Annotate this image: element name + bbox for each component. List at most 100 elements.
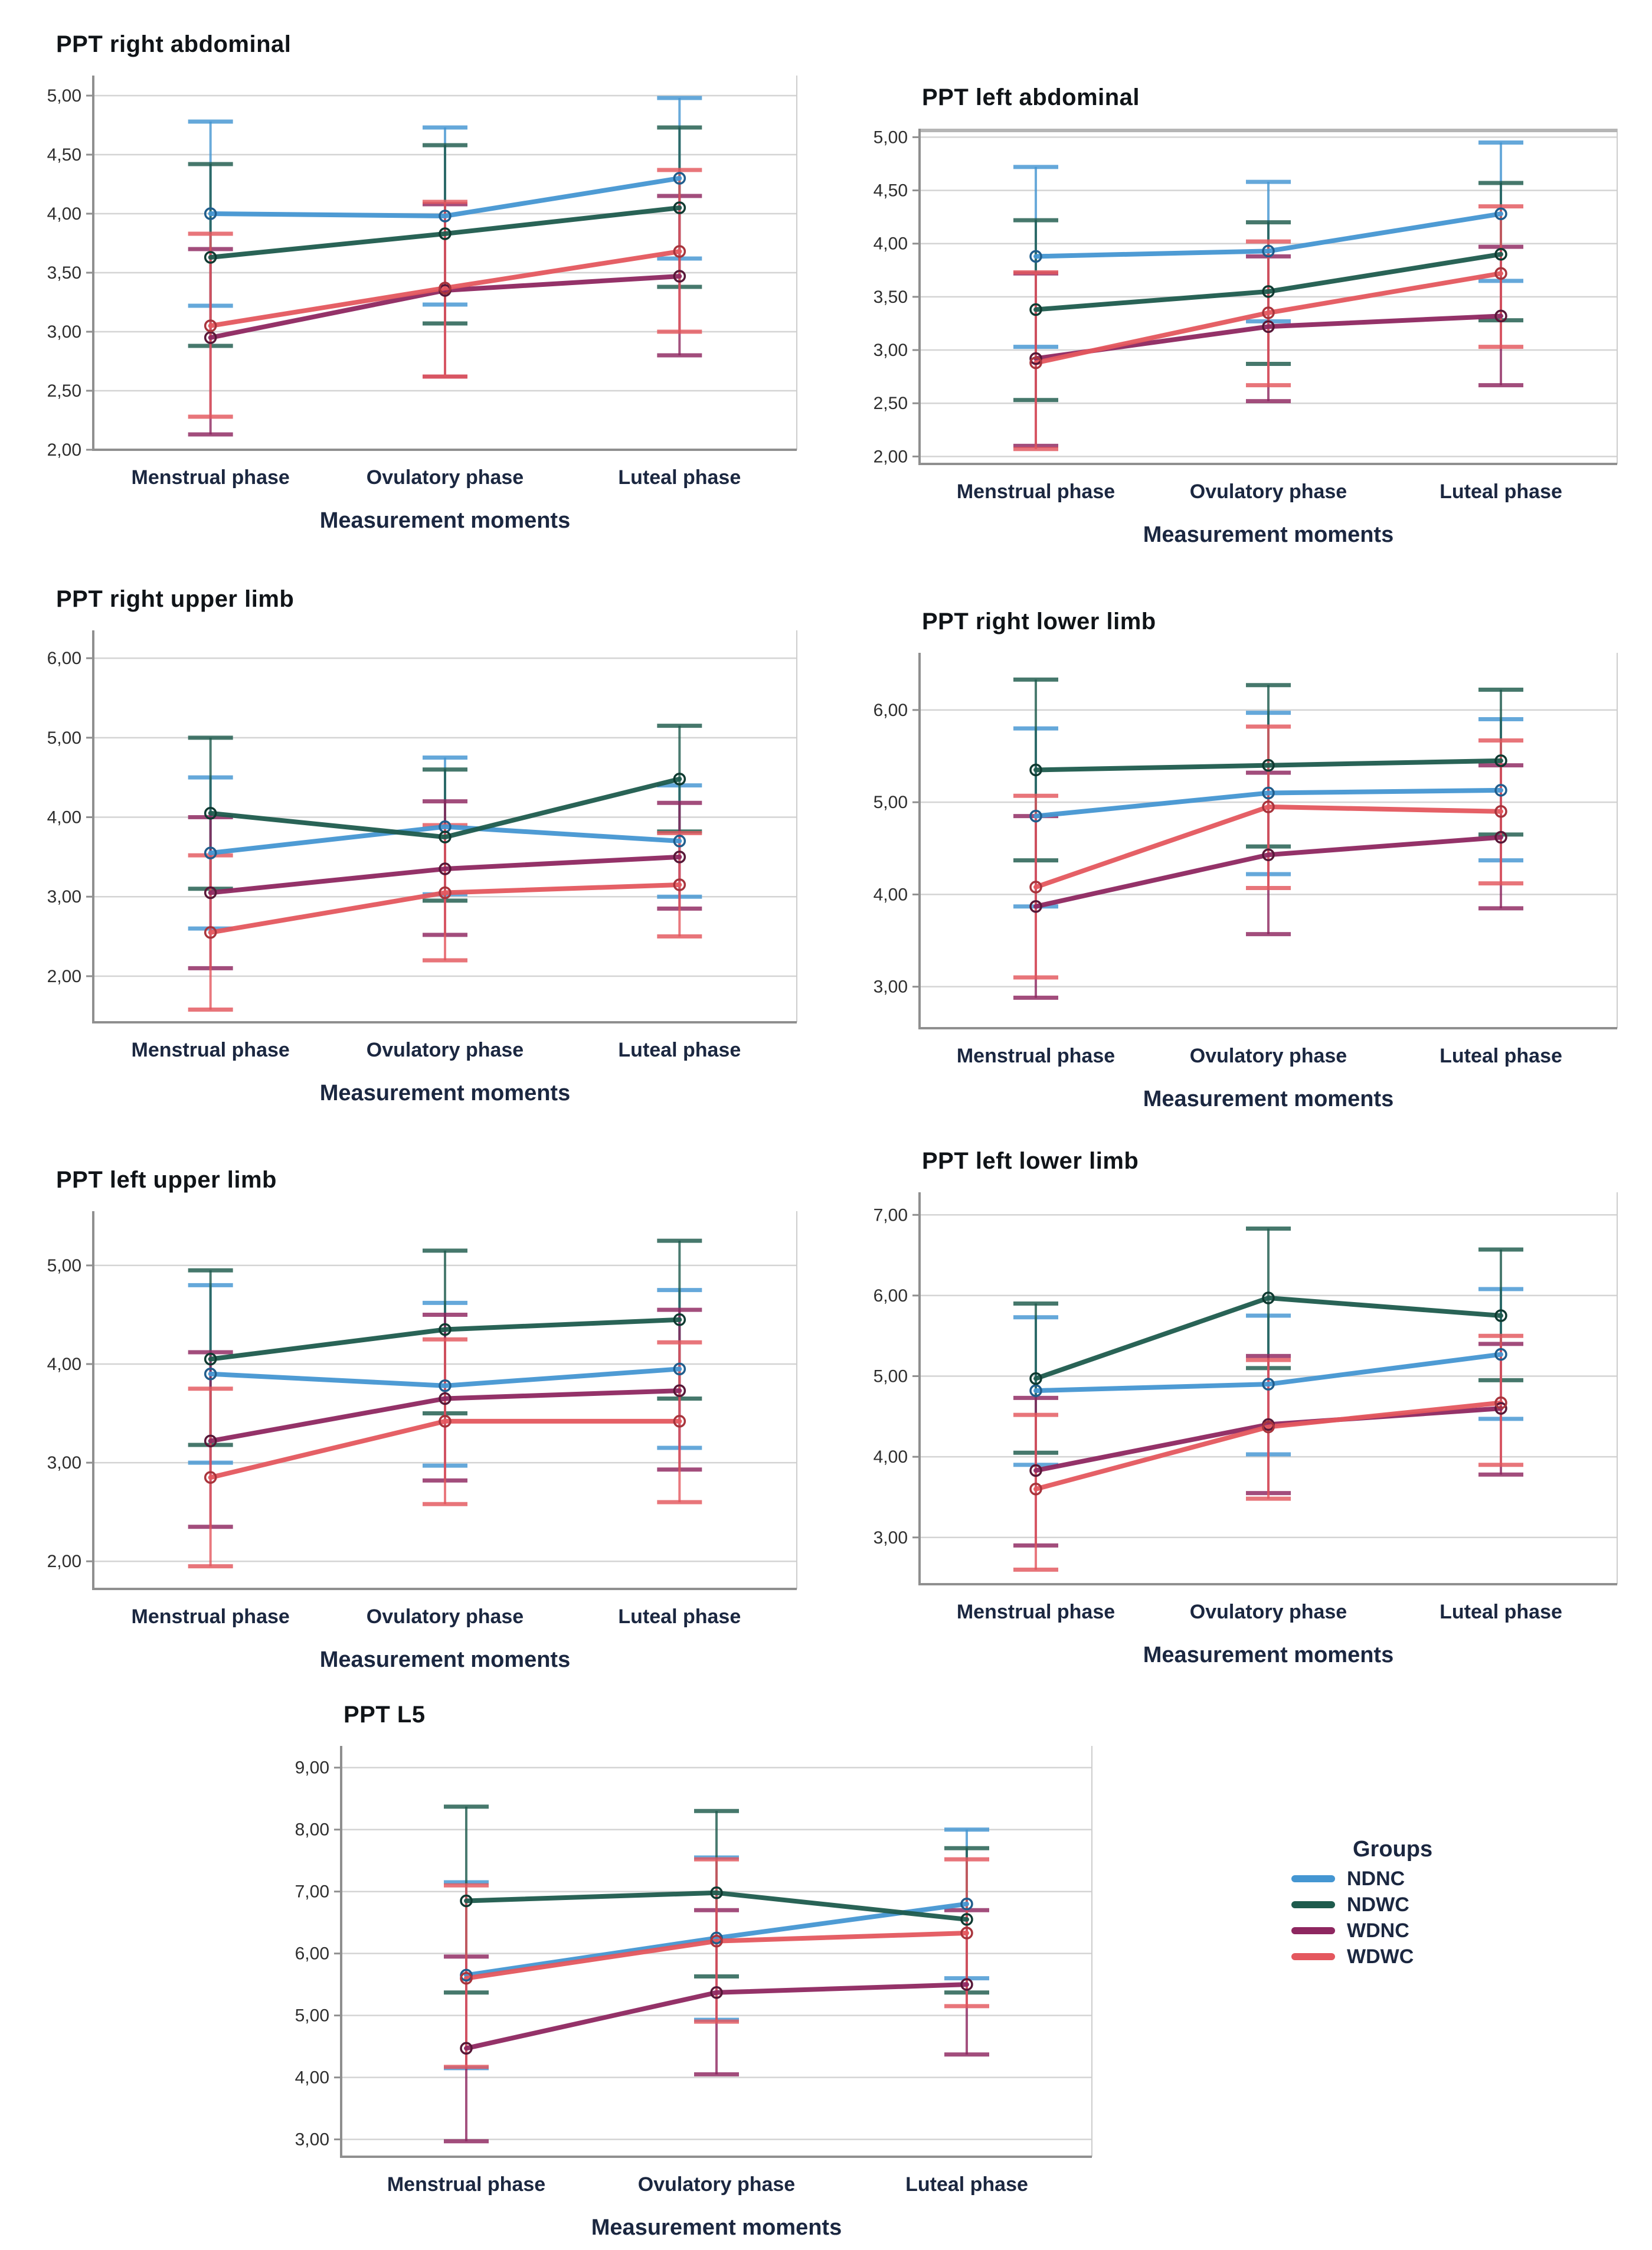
y-tick-label: 5,00 [47,728,81,748]
marker-NDNC [960,1897,973,1911]
x-tick-label: Luteal phase [1440,480,1562,503]
chart-title: PPT right upper limb [56,586,295,612]
chart-title: PPT right abdominal [56,31,292,57]
series-line-NDWC [208,776,682,840]
marker-NDNC [673,835,686,848]
y-tick-label: 3,00 [295,2130,329,2150]
marker-WDWC [439,886,452,900]
x-tick-label: Menstrual phase [387,2173,545,2196]
marker-WDNC [204,886,217,900]
y-tick-label: 2,00 [47,967,81,986]
series-line-NDWC [1033,758,1503,773]
series-line-WDNC [1033,835,1503,909]
y-tick-label: 3,00 [47,1453,81,1473]
marker-NDWC [1494,754,1507,767]
legend-item-ndnc: NDNC [1291,1866,1551,1892]
series-line-NDNC [1033,211,1503,259]
chart-canvas-ppt-right-abdominal: 2,00 2,50 3,00 3,50 4,00 4,50 5,00 Menstrual ph… [47,76,797,533]
marker-WDWC [204,319,217,332]
marker-WDWC [673,878,686,891]
y-tick-label: 6,00 [874,1286,908,1306]
x-tick-label: Ovulatory phase [638,2173,795,2196]
marker-NDWC [1029,303,1042,316]
x-axis-title: Measurement moments [1143,1643,1393,1667]
y-tick-label: 4,50 [874,181,908,201]
x-tick-label: Menstrual phase [132,1039,290,1061]
marker-WDNC [1494,1402,1507,1415]
x-axis-title: Measurement moments [320,1081,570,1106]
marker-NDNC [204,207,217,220]
marker-WDWC [204,926,217,939]
chart-canvas-ppt-right-upper-limb: 2,00 3,00 4,00 5,00 6,00 Menstrual phase Ovula… [47,630,797,1106]
marker-WDNC [204,1434,217,1448]
marker-WDNC [1029,1464,1042,1477]
series-line-NDWC [208,1317,682,1362]
marker-NDWC [673,773,686,786]
y-tick-label: 6,00 [874,701,908,720]
marker-NDNC [673,1362,686,1376]
chart-ppt-right-lower-limb: PPT right lower limb 3,00 4,00 5,00 6,00 Men… [850,581,1641,1113]
series-line-WDNC [1033,1406,1503,1473]
series-line-WDWC [1033,804,1503,889]
marker-WDWC [673,245,686,258]
series-line-WDNC [464,1982,969,2051]
y-tick-label: 7,00 [295,1882,329,1902]
series-line-WDWC [208,882,682,935]
y-tick-label: 3,50 [874,287,908,307]
marker-NDWC [439,830,452,843]
marker-NDNC [1029,250,1042,263]
marker-NDNC [1262,1378,1275,1391]
legend-item-ndwc: NDWC [1291,1892,1551,1918]
series-line-NDNC [208,176,682,218]
legend-swatch-wdwc [1291,1953,1335,1960]
marker-WDWC [1029,356,1042,369]
y-tick-label: 3,00 [874,1528,908,1548]
x-tick-label: Menstrual phase [957,480,1115,503]
x-axis-title: Measurement moments [1143,1087,1393,1111]
marker-WDWC [673,1415,686,1428]
marker-WDNC [960,1978,973,1991]
y-tick-label: 5,00 [47,1256,81,1276]
x-tick-label: Ovulatory phase [367,466,524,489]
chart-canvas-ppt-l5: 3,00 4,00 5,00 6,00 7,00 8,00 9,00 Menstrual ph… [295,1746,1092,2240]
y-tick-label: 4,00 [47,808,81,828]
marker-WDNC [1494,309,1507,323]
y-tick-label: 2,50 [874,394,908,413]
x-tick-label: Menstrual phase [957,1045,1115,1067]
y-tick-label: 2,00 [874,447,908,466]
y-tick-label: 8,00 [295,1820,329,1840]
y-tick-label: 2,00 [47,440,81,460]
marker-NDWC [439,1323,452,1336]
marker-WDWC [1262,1420,1275,1434]
series-line-WDWC [208,1418,682,1480]
marker-NDWC [204,251,217,264]
x-tick-label: Ovulatory phase [1190,480,1347,503]
chart-canvas-ppt-left-upper-limb: 2,00 3,00 4,00 5,00 Menstrual phase Ovulatory… [47,1211,797,1672]
marker-NDWC [1262,758,1275,772]
x-tick-label: Menstrual phase [132,1605,290,1628]
x-tick-label: Luteal phase [618,1605,741,1628]
chart-title: PPT left lower limb [922,1148,1139,1174]
x-axis-title: Measurement moments [591,2215,842,2240]
y-tick-label: 3,00 [874,977,908,997]
legend-label-ndnc: NDNC [1347,1868,1405,1890]
y-tick-label: 5,00 [874,127,908,147]
series-line-WDNC [208,1388,682,1444]
y-tick-label: 4,00 [874,885,908,904]
series-line-WDNC [208,854,682,895]
legend-label-ndwc: NDWC [1347,1893,1409,1916]
x-tick-label: Ovulatory phase [367,1605,524,1628]
y-tick-label: 5,00 [47,86,81,106]
legend-swatch-wdnc [1291,1927,1335,1934]
x-tick-label: Luteal phase [905,2173,1028,2196]
series-line-NDNC [1033,787,1503,819]
marker-WDWC [960,1927,973,1940]
marker-NDWC [204,807,217,820]
marker-WDWC [460,1971,473,1985]
y-tick-label: 4,50 [47,145,81,165]
y-tick-label: 4,00 [295,2068,329,2088]
marker-NDNC [204,1367,217,1381]
x-tick-label: Luteal phase [1440,1045,1562,1067]
marker-WDNC [439,1392,452,1405]
y-tick-label: 5,00 [874,793,908,812]
